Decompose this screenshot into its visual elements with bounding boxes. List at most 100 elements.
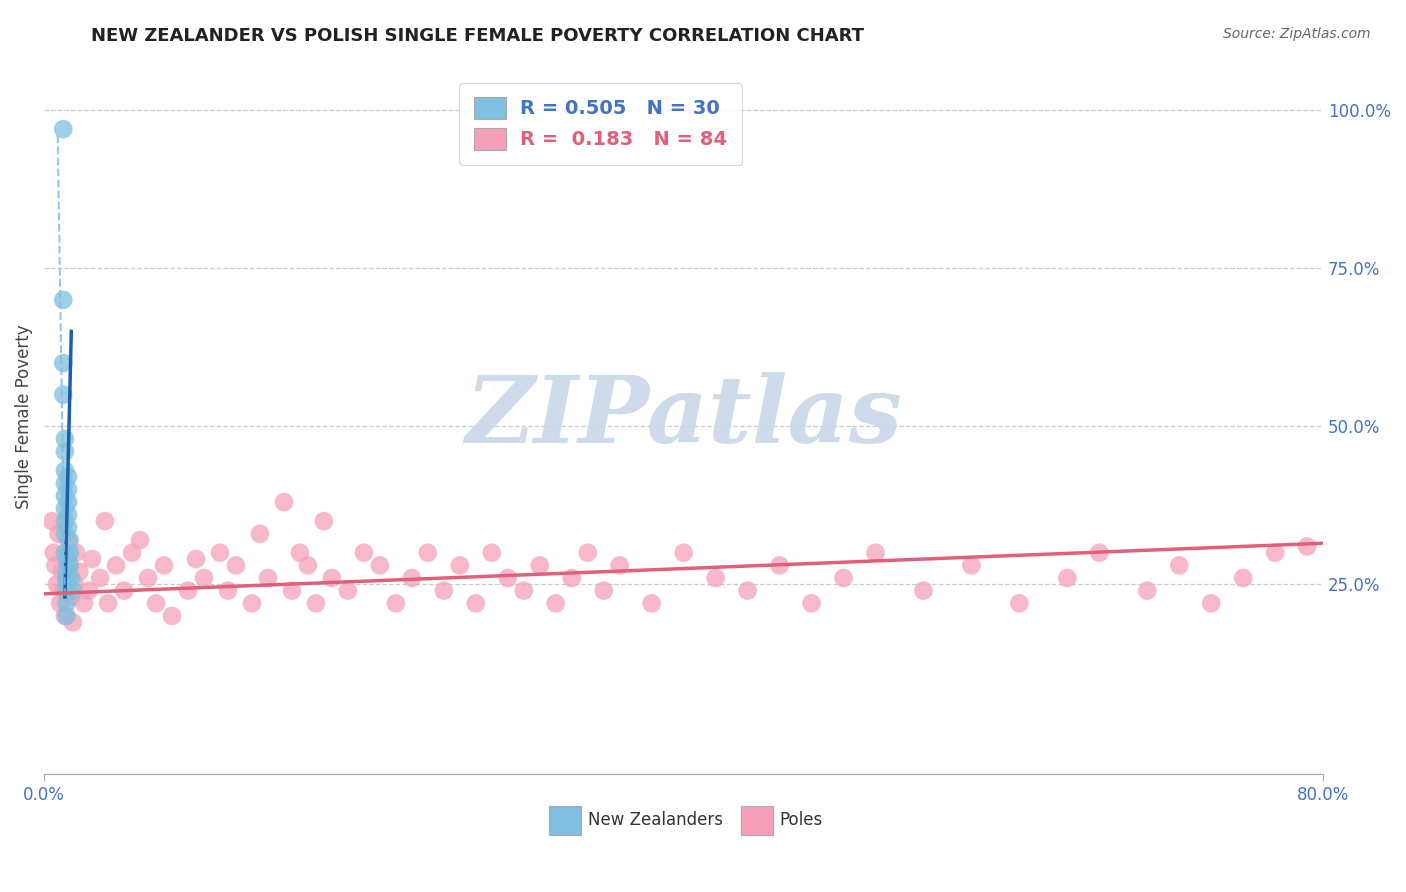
Point xyxy=(53,501,76,516)
Point xyxy=(52,293,75,307)
Point xyxy=(51,565,73,579)
Point xyxy=(136,571,159,585)
Point xyxy=(321,571,343,585)
Point xyxy=(353,546,375,560)
Point xyxy=(73,596,96,610)
Point xyxy=(1296,540,1319,554)
Point xyxy=(449,558,471,573)
Y-axis label: Single Female Poverty: Single Female Poverty xyxy=(15,325,32,509)
Point xyxy=(55,596,77,610)
Point xyxy=(65,546,87,560)
Point xyxy=(53,464,76,478)
Point xyxy=(53,514,76,528)
Point xyxy=(433,583,456,598)
Point xyxy=(297,558,319,573)
Point xyxy=(1168,558,1191,573)
Point xyxy=(145,596,167,610)
Point xyxy=(401,571,423,585)
Point xyxy=(55,552,77,566)
Point xyxy=(60,590,83,604)
Point xyxy=(544,596,567,610)
Point xyxy=(832,571,855,585)
Point xyxy=(56,470,79,484)
Point xyxy=(1199,596,1222,610)
Point xyxy=(1232,571,1254,585)
Point xyxy=(912,583,935,598)
Point xyxy=(561,571,583,585)
Point xyxy=(305,596,328,610)
Point xyxy=(529,558,551,573)
Point xyxy=(153,558,176,573)
Point xyxy=(1136,583,1159,598)
Point xyxy=(53,444,76,458)
Point xyxy=(94,514,117,528)
Point xyxy=(41,514,63,528)
Point xyxy=(737,583,759,598)
Point xyxy=(55,565,77,579)
Point xyxy=(288,546,311,560)
Point xyxy=(52,122,75,136)
Point xyxy=(513,583,536,598)
Point xyxy=(55,583,77,598)
Point xyxy=(59,546,82,560)
Point xyxy=(672,546,695,560)
Point xyxy=(56,520,79,534)
Point xyxy=(80,552,103,566)
Point xyxy=(240,596,263,610)
Point xyxy=(53,609,76,624)
Point xyxy=(49,596,72,610)
Point xyxy=(416,546,439,560)
Point xyxy=(62,583,84,598)
Text: Source: ZipAtlas.com: Source: ZipAtlas.com xyxy=(1223,27,1371,41)
Point xyxy=(62,615,84,630)
Point xyxy=(59,558,82,573)
Point xyxy=(177,583,200,598)
Point xyxy=(53,546,76,560)
Point xyxy=(592,583,614,598)
Point xyxy=(1088,546,1111,560)
Point xyxy=(56,495,79,509)
Point xyxy=(496,571,519,585)
Point xyxy=(576,546,599,560)
Point xyxy=(704,571,727,585)
Point xyxy=(53,432,76,446)
Point xyxy=(865,546,887,560)
Point xyxy=(249,526,271,541)
Point xyxy=(160,609,183,624)
Point xyxy=(225,558,247,573)
Point xyxy=(55,577,77,591)
Point xyxy=(273,495,295,509)
FancyBboxPatch shape xyxy=(550,806,581,835)
Point xyxy=(63,577,86,591)
Point xyxy=(48,526,70,541)
Point xyxy=(105,558,128,573)
Point xyxy=(800,596,823,610)
Point xyxy=(368,558,391,573)
Point xyxy=(56,533,79,547)
Point xyxy=(53,476,76,491)
Point xyxy=(1264,546,1286,560)
Text: New Zealanders: New Zealanders xyxy=(588,812,723,830)
Point xyxy=(52,356,75,370)
Point xyxy=(52,387,75,401)
Point xyxy=(67,565,90,579)
Point xyxy=(336,583,359,598)
Point xyxy=(44,558,66,573)
Point xyxy=(208,546,231,560)
Text: Poles: Poles xyxy=(779,812,823,830)
FancyBboxPatch shape xyxy=(741,806,773,835)
Point xyxy=(129,533,152,547)
Point xyxy=(609,558,631,573)
Text: NEW ZEALANDER VS POLISH SINGLE FEMALE POVERTY CORRELATION CHART: NEW ZEALANDER VS POLISH SINGLE FEMALE PO… xyxy=(91,27,865,45)
Point xyxy=(53,526,76,541)
Point xyxy=(42,546,65,560)
Point xyxy=(53,489,76,503)
Point xyxy=(193,571,215,585)
Point xyxy=(60,571,83,585)
Point xyxy=(97,596,120,610)
Point xyxy=(281,583,304,598)
Point xyxy=(55,609,77,624)
Point xyxy=(1056,571,1078,585)
Point xyxy=(960,558,983,573)
Point xyxy=(217,583,239,598)
